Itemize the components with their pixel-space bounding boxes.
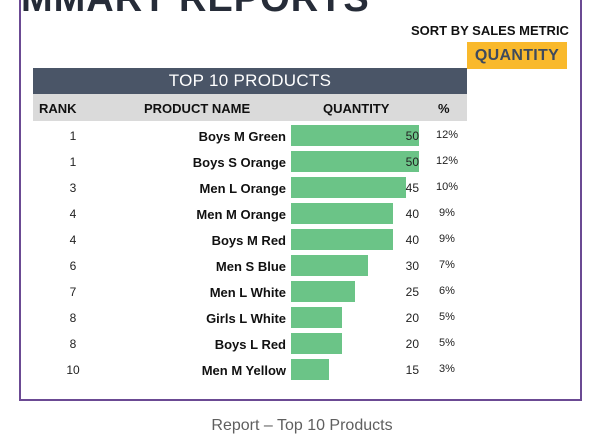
quantity-cell: 40 (405, 233, 419, 247)
quantity-bar (291, 177, 406, 198)
table-row: 8 Girls L White 20 5% (33, 304, 467, 330)
table-row: 1 Boys M Green 50 12% (33, 122, 467, 148)
quantity-cell: 20 (405, 311, 419, 325)
column-header-quantity: QUANTITY (323, 101, 390, 116)
table-row: 8 Boys L Red 20 5% (33, 330, 467, 356)
quantity-cell: 45 (405, 181, 419, 195)
column-header-percent: % (438, 101, 450, 116)
rank-cell: 3 (69, 181, 77, 195)
product-name-cell: Boys M Red (211, 233, 286, 248)
rank-cell: 8 (69, 337, 77, 351)
percent-cell: 3% (439, 363, 455, 375)
product-name-cell: Boys M Green (198, 129, 286, 144)
quantity-cell: 30 (405, 259, 419, 273)
rank-cell: 1 (69, 129, 77, 143)
table-row: 10 Men M Yellow 15 3% (33, 356, 467, 382)
quantity-bar (291, 307, 342, 328)
rank-cell: 8 (69, 311, 77, 325)
quantity-bar (291, 281, 355, 302)
table-row: 4 Men M Orange 40 9% (33, 200, 467, 226)
quantity-bar (291, 203, 393, 224)
product-name-cell: Men M Yellow (201, 363, 286, 378)
rank-cell: 6 (69, 259, 77, 273)
product-name-cell: Girls L White (206, 311, 286, 326)
sort-metric-label: SORT BY SALES METRIC (411, 23, 569, 38)
product-name-cell: Boys L Red (214, 337, 286, 352)
percent-cell: 10% (435, 181, 459, 193)
percent-cell: 9% (439, 233, 455, 245)
quantity-bar (291, 125, 419, 146)
quantity-cell: 50 (405, 155, 419, 169)
table-row: 1 Boys S Orange 50 12% (33, 148, 467, 174)
rank-cell: 1 (69, 155, 77, 169)
percent-cell: 5% (439, 337, 455, 349)
quantity-bar (291, 151, 419, 172)
table-row: 7 Men L White 25 6% (33, 278, 467, 304)
percent-cell: 12% (435, 155, 459, 167)
percent-cell: 6% (439, 285, 455, 297)
table-row: 4 Boys M Red 40 9% (33, 226, 467, 252)
product-name-cell: Men L White (209, 285, 286, 300)
product-name-cell: Men S Blue (215, 259, 286, 274)
rank-cell: 4 (69, 233, 77, 247)
quantity-cell: 50 (405, 129, 419, 143)
product-name-cell: Men L Orange (199, 181, 286, 196)
rank-cell: 10 (66, 363, 80, 377)
percent-cell: 9% (439, 207, 455, 219)
rank-cell: 7 (69, 285, 77, 299)
product-table-body: 1 Boys M Green 50 12% 1 Boys S Orange 50 12% 3 Me… (33, 122, 467, 382)
rank-cell: 4 (69, 207, 77, 221)
product-name-cell: Boys S Orange (192, 155, 286, 170)
table-row: 3 Men L Orange 45 10% (33, 174, 467, 200)
report-frame: MMARY REPORTS SORT BY SALES METRIC QUANT… (19, 0, 582, 401)
product-name-cell: Men M Orange (196, 207, 286, 222)
column-header-product: PRODUCT NAME (144, 101, 251, 116)
report-caption: Report – Top 10 Products (211, 417, 393, 434)
percent-cell: 7% (439, 259, 455, 271)
quantity-bar (291, 359, 329, 380)
quantity-bar (291, 255, 368, 276)
quantity-bar (291, 229, 393, 250)
quantity-bar (291, 333, 342, 354)
table-header: RANK PRODUCT NAME QUANTITY % (33, 94, 467, 121)
sort-metric-dropdown[interactable]: QUANTITY (467, 42, 567, 69)
table-title-banner: TOP 10 PRODUCTS (33, 68, 467, 94)
quantity-cell: 40 (405, 207, 419, 221)
quantity-cell: 25 (405, 285, 419, 299)
quantity-cell: 20 (405, 337, 419, 351)
report-title-cutoff: MMARY REPORTS (21, 0, 370, 21)
percent-cell: 5% (439, 311, 455, 323)
quantity-cell: 15 (405, 363, 419, 377)
percent-cell: 12% (435, 129, 459, 141)
column-header-rank: RANK (39, 101, 77, 116)
table-row: 6 Men S Blue 30 7% (33, 252, 467, 278)
